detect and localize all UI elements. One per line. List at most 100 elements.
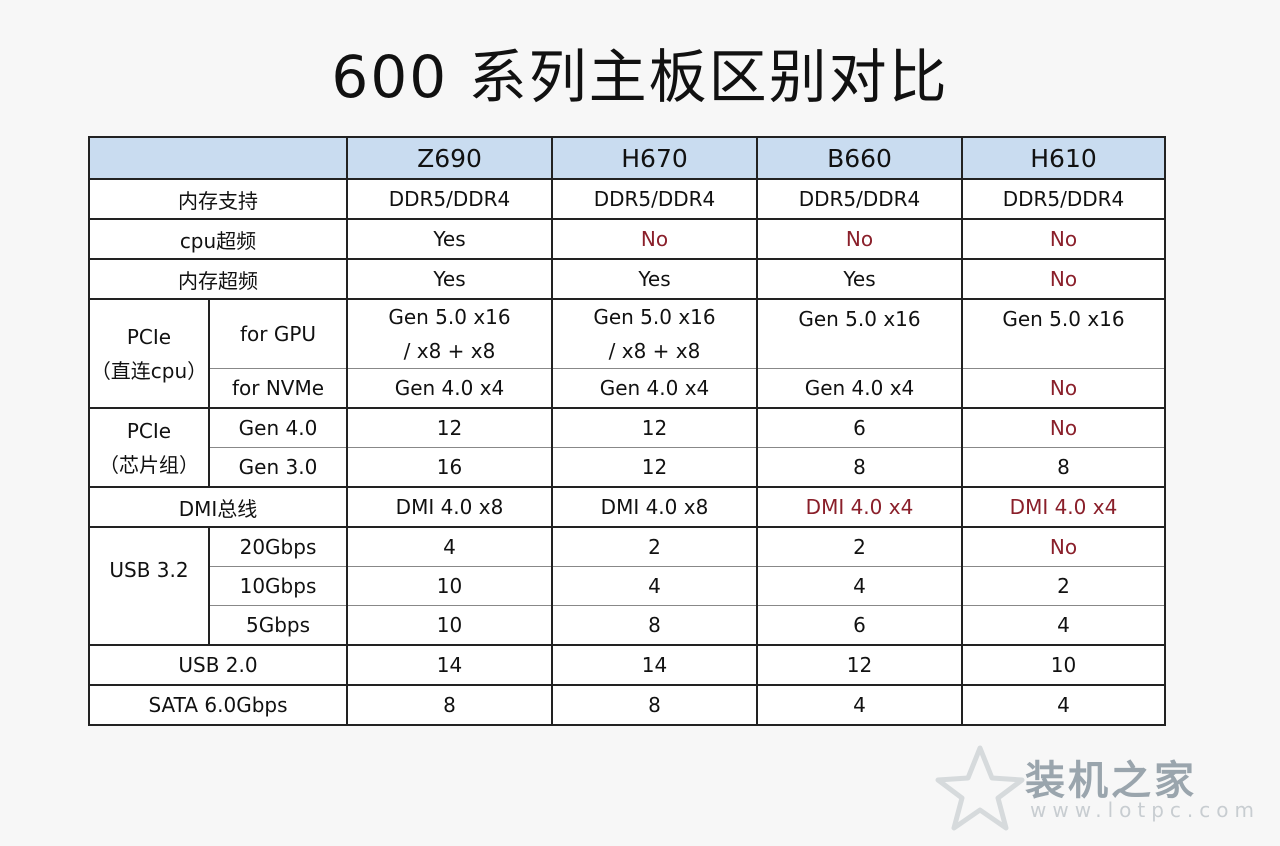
cell-line: Gen 5.0 x16 bbox=[593, 305, 716, 329]
table-cell: 2 bbox=[756, 526, 963, 567]
table-cell: DMI 4.0 x8 bbox=[551, 486, 758, 528]
table-cell: 4 bbox=[551, 566, 758, 606]
group-label-line: （芯片组） bbox=[99, 452, 199, 477]
table-row: for NVMe Gen 4.0 x4 Gen 4.0 x4 Gen 4.0 x… bbox=[89, 368, 1166, 409]
row-label: cpu超频 bbox=[88, 218, 348, 260]
table-cell: DDR5/DDR4 bbox=[551, 178, 758, 220]
table-cell: DDR5/DDR4 bbox=[961, 178, 1166, 220]
table-cell: Yes bbox=[551, 258, 758, 300]
table-cell: DMI 4.0 x4 bbox=[756, 486, 963, 528]
table-cell: 4 bbox=[346, 526, 553, 567]
table-cell: DMI 4.0 x4 bbox=[961, 486, 1166, 528]
table-cell: 2 bbox=[551, 526, 758, 567]
table-cell: No bbox=[756, 218, 963, 260]
table-row: PCIe （直连cpu） for GPU Gen 5.0 x16 / x8 + … bbox=[88, 298, 1166, 409]
col-header-h610: H610 bbox=[961, 136, 1166, 180]
table-cell: 4 bbox=[756, 566, 963, 606]
cell-line: Gen 5.0 x16 bbox=[798, 307, 921, 331]
table-row: SATA 6.0Gbps 8 8 4 4 bbox=[88, 684, 1166, 726]
table-cell: Gen 4.0 x4 bbox=[551, 368, 758, 409]
row-label: USB 2.0 bbox=[88, 644, 348, 686]
table-cell: 12 bbox=[756, 644, 963, 686]
table-cell: No bbox=[551, 218, 758, 260]
sub-label: 5Gbps bbox=[208, 605, 348, 646]
star-logo-icon bbox=[935, 745, 1025, 831]
cell-line: / x8 + x8 bbox=[608, 339, 701, 363]
table-row: 内存支持 DDR5/DDR4 DDR5/DDR4 DDR5/DDR4 DDR5/… bbox=[88, 178, 1166, 220]
table-cell: 16 bbox=[346, 447, 553, 488]
table-cell: 4 bbox=[756, 684, 963, 726]
row-label: 内存支持 bbox=[88, 178, 348, 220]
sub-label: for GPU bbox=[208, 298, 348, 369]
table-cell: DDR5/DDR4 bbox=[756, 178, 963, 220]
table-cell: Gen 5.0 x16 bbox=[961, 298, 1166, 369]
table-row: 10Gbps 10 4 4 2 bbox=[89, 566, 1166, 606]
table-row: 5Gbps 10 8 6 4 bbox=[89, 605, 1166, 646]
table-cell: 6 bbox=[756, 605, 963, 646]
table-cell: 8 bbox=[551, 605, 758, 646]
table-cell: No bbox=[961, 526, 1166, 567]
table-cell: Yes bbox=[346, 258, 553, 300]
sub-label: Gen 3.0 bbox=[208, 447, 348, 488]
table-cell: 12 bbox=[346, 407, 553, 448]
table-cell: 8 bbox=[961, 447, 1166, 488]
table-cell: 2 bbox=[961, 566, 1166, 606]
comparison-table: Z690 H670 B660 H610 内存支持 DDR5/DDR4 DDR5/… bbox=[88, 136, 1166, 726]
col-header-h670: H670 bbox=[551, 136, 758, 180]
table-cell: Yes bbox=[756, 258, 963, 300]
watermark-text: 装机之家 bbox=[1025, 758, 1197, 804]
table-row: DMI总线 DMI 4.0 x8 DMI 4.0 x8 DMI 4.0 x4 D… bbox=[88, 486, 1166, 528]
sub-label: Gen 4.0 bbox=[208, 407, 348, 448]
cell-line: / x8 + x8 bbox=[403, 339, 496, 363]
table-row: cpu超频 Yes No No No bbox=[88, 218, 1166, 260]
page-title: 600 系列主板区别对比 bbox=[331, 43, 949, 111]
group-label-line: PCIe bbox=[126, 324, 172, 349]
table-cell: No bbox=[961, 407, 1166, 448]
table-cell: Gen 4.0 x4 bbox=[756, 368, 963, 409]
group-label-pcie-chipset: PCIe （芯片组） bbox=[88, 407, 210, 488]
group-label-usb32: USB 3.2 bbox=[88, 526, 210, 646]
table-cell: 4 bbox=[961, 684, 1166, 726]
table-cell: 8 bbox=[756, 447, 963, 488]
table-cell: 6 bbox=[756, 407, 963, 448]
row-label: SATA 6.0Gbps bbox=[88, 684, 348, 726]
table-cell: 10 bbox=[346, 605, 553, 646]
sub-label: for NVMe bbox=[208, 368, 348, 409]
table-cell: Gen 5.0 x16 / x8 + x8 bbox=[551, 298, 758, 369]
table-row: Gen 3.0 16 12 8 8 bbox=[89, 447, 1166, 488]
table-cell: DMI 4.0 x8 bbox=[346, 486, 553, 528]
table-cell: No bbox=[961, 258, 1166, 300]
table-cell: Gen 5.0 x16 / x8 + x8 bbox=[346, 298, 553, 369]
table-cell: 12 bbox=[551, 407, 758, 448]
col-header-b660: B660 bbox=[756, 136, 963, 180]
table-cell: 14 bbox=[551, 644, 758, 686]
sub-label: 20Gbps bbox=[208, 526, 348, 567]
watermark-url: www.lotpc.com bbox=[1030, 798, 1260, 822]
table-cell: Gen 5.0 x16 bbox=[756, 298, 963, 369]
table-cell: 12 bbox=[551, 447, 758, 488]
table-cell: 4 bbox=[961, 605, 1166, 646]
table-cell: No bbox=[961, 218, 1166, 260]
group-label-line: PCIe bbox=[126, 418, 172, 443]
table-cell: 10 bbox=[961, 644, 1166, 686]
table-cell: DDR5/DDR4 bbox=[346, 178, 553, 220]
table-row: 内存超频 Yes Yes Yes No bbox=[88, 258, 1166, 300]
header-row: Z690 H670 B660 H610 bbox=[88, 136, 1166, 180]
table-row: USB 3.2 20Gbps 4 2 2 No bbox=[88, 526, 1166, 646]
table-cell: 14 bbox=[346, 644, 553, 686]
table-cell: Gen 4.0 x4 bbox=[346, 368, 553, 409]
row-label: DMI总线 bbox=[88, 486, 348, 528]
col-header-z690: Z690 bbox=[346, 136, 553, 180]
table-cell: Yes bbox=[346, 218, 553, 260]
sub-label: 10Gbps bbox=[208, 566, 348, 606]
table-cell: 10 bbox=[346, 566, 553, 606]
table-row: USB 2.0 14 14 12 10 bbox=[88, 644, 1166, 686]
row-label: 内存超频 bbox=[88, 258, 348, 300]
table-cell: No bbox=[961, 368, 1166, 409]
cell-line: Gen 5.0 x16 bbox=[388, 305, 511, 329]
table-cell: 8 bbox=[346, 684, 553, 726]
table-cell: 8 bbox=[551, 684, 758, 726]
table-row: PCIe （芯片组） Gen 4.0 12 12 6 No bbox=[88, 407, 1166, 488]
cell-line: Gen 5.0 x16 bbox=[1002, 307, 1125, 331]
group-label-pcie-cpu: PCIe （直连cpu） bbox=[88, 298, 210, 409]
